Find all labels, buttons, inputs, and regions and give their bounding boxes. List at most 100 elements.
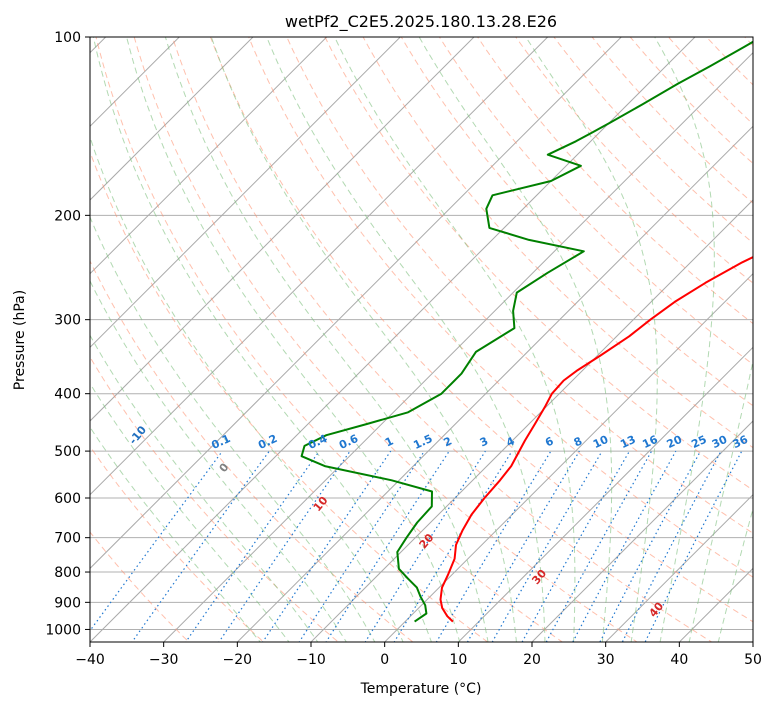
moist-adiabat-line: [210, 37, 518, 642]
mixing-ratio-label: 16: [640, 433, 660, 451]
isotherm-line: [90, 37, 328, 275]
y-tick-label: 800: [54, 565, 81, 581]
y-tick-label: 500: [54, 444, 81, 460]
mixing-ratio-label: 3: [478, 434, 490, 449]
isotherm-line: [0, 10, 59, 654]
isotherm-line: [678, 567, 753, 642]
moist-adiabat-line: [92, 37, 432, 642]
mixing-ratio-line: [521, 450, 631, 642]
moist-adiabat-line: [90, 426, 261, 642]
dry-adiabat-line: [133, 37, 638, 642]
x-axis-ticks: −40 −30 −20 −10 0 10 20 30 40 50: [75, 642, 762, 668]
mixing-ratio-label: 10: [591, 433, 611, 451]
mixing-ratio-line: [185, 450, 320, 642]
moist-adiabat-line: [525, 37, 658, 642]
mixing-ratio-line: [435, 450, 552, 642]
mixing-ratio-label: 36: [731, 433, 751, 451]
dry-adiabat-line: [591, 37, 753, 204]
dry-adiabat-line: [438, 37, 753, 366]
dry-adiabat-line: [90, 356, 340, 642]
y-axis-ticks: 100 200 300 400 500 600 700 800 900 1000: [45, 30, 90, 638]
x-tick-label: 30: [597, 652, 615, 668]
dry-adiabat-line: [171, 37, 713, 642]
moist-adiabat-line: [90, 334, 319, 642]
plot-frame: [89, 36, 754, 643]
mixing-ratio-line: [325, 450, 450, 642]
mixing-ratio-line: [298, 450, 425, 642]
dry-adiabat-label: 30: [529, 567, 549, 587]
dry-adiabat-line: [209, 37, 753, 623]
dry-adiabat-line: [400, 37, 753, 407]
isotherm-line: [90, 37, 696, 642]
isotherm-line: [236, 125, 753, 642]
mixing-ratio-line: [621, 450, 722, 642]
moist-adiabat-line: [90, 215, 376, 642]
x-axis-label: Temperature (°C): [360, 681, 482, 697]
mixing-ratio-label: 20: [665, 433, 685, 451]
moist-adiabat-line: [418, 37, 613, 642]
mixing-ratio-line: [262, 450, 392, 642]
moist-adiabat-line: [717, 506, 753, 642]
isotherm-line: [383, 272, 753, 642]
mixing-ratio-label: 13: [618, 433, 637, 451]
dry-adiabat-line: [248, 37, 753, 578]
sounding-profiles: [300, 40, 753, 623]
mixing-ratio-line: [131, 450, 270, 642]
mixing-ratio-line: [599, 450, 702, 642]
pressure-gridlines: [90, 37, 753, 630]
y-tick-label: 300: [54, 313, 81, 329]
dewpoint-profile-line: [300, 40, 753, 623]
dry-adiabat-label: -10: [126, 423, 149, 447]
isotherm-line: [90, 37, 623, 570]
dry-adiabat-line: [756, 10, 775, 654]
isotherm-line: [310, 199, 753, 642]
y-tick-label: 700: [54, 531, 81, 547]
dry-adiabat-line: [362, 37, 753, 449]
moist-adiabats: [90, 37, 753, 642]
x-tick-label: −30: [149, 652, 179, 668]
temperature-profile-line: [439, 256, 753, 623]
mixing-ratio-label: 6: [543, 434, 556, 449]
isotherm-line: [162, 51, 753, 642]
isotherm-line: [457, 346, 753, 642]
mixing-ratio-line: [545, 450, 653, 642]
x-tick-label: 20: [523, 652, 541, 668]
dry-adiabats: [90, 10, 775, 654]
isotherm-lines: [0, 10, 753, 654]
x-tick-label: 50: [744, 652, 762, 668]
mixing-ratio-line: [393, 450, 513, 642]
moist-adiabat-line: [688, 358, 753, 642]
isotherm-line: [90, 37, 402, 349]
y-axis-label: Pressure (hPa): [12, 290, 28, 390]
dry-adiabat-line: [744, 37, 753, 47]
dry-adiabat-line: [90, 531, 190, 642]
mixing-ratio-label: 0.1: [209, 432, 232, 452]
moist-adiabat-line: [164, 37, 489, 642]
x-tick-label: 10: [449, 652, 467, 668]
mixing-ratio-label: 2: [442, 434, 454, 449]
dry-adiabat-line: [95, 37, 564, 642]
isotherm-line: [90, 37, 254, 201]
mixing-ratio-line: [466, 450, 580, 642]
moist-adiabat-line: [90, 382, 290, 642]
moist-adiabat-line: [126, 37, 461, 642]
x-tick-label: −40: [75, 652, 105, 668]
dry-adiabat-line: [90, 259, 414, 642]
y-tick-label: 900: [54, 595, 81, 611]
mixing-ratio-lines: [90, 450, 743, 642]
mixing-ratio-line: [491, 450, 603, 642]
mixing-ratio-line: [572, 450, 677, 642]
y-tick-label: 1000: [45, 622, 81, 638]
isotherm-line: [90, 37, 549, 496]
x-tick-label: 40: [670, 652, 688, 668]
isotherm-line: [90, 37, 475, 422]
dry-adiabat-line: [90, 445, 265, 642]
y-tick-label: 600: [54, 491, 81, 507]
y-tick-label: 200: [54, 208, 81, 224]
moist-adiabat-line: [654, 37, 715, 642]
y-tick-label: 400: [54, 387, 81, 403]
isotherm-line: [752, 641, 753, 642]
isotherm-line: [90, 37, 181, 128]
dry-adiabat-line: [705, 37, 753, 86]
